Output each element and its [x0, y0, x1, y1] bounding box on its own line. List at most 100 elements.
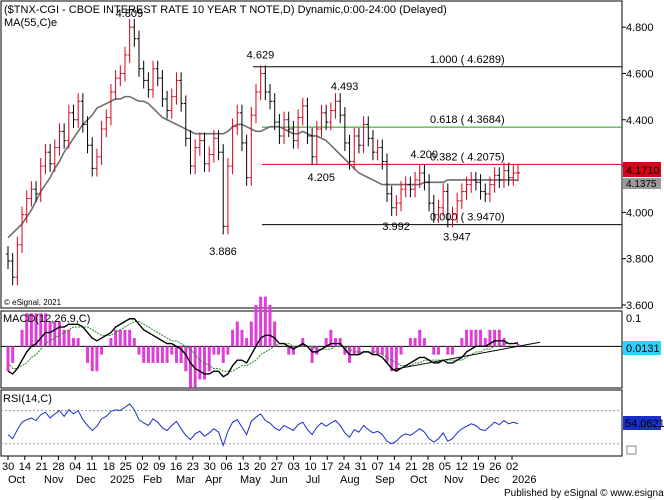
date-axis-month-label: Jul	[306, 474, 320, 486]
price-bar	[160, 69, 165, 108]
price-bar	[469, 171, 474, 193]
price-bar	[511, 164, 516, 186]
macd-value: 0.0131	[626, 343, 660, 355]
macd-value-badge	[623, 341, 661, 355]
price-bar	[501, 162, 506, 189]
price-bar	[300, 97, 305, 126]
price-bar-series	[6, 19, 520, 286]
price-bar	[399, 181, 404, 212]
chart-header: ($TNX-CGI - CBOE INTEREST RATE 10 YEAR T…	[4, 4, 447, 16]
price-bar	[352, 127, 357, 170]
date-axis-day-label: 30	[2, 461, 14, 473]
date-axis-day-label: 17	[321, 461, 333, 473]
date-axis-day-label: 02	[136, 461, 148, 473]
price-bar	[272, 93, 277, 131]
date-axis-day-label: 25	[120, 461, 132, 473]
price-bar	[389, 185, 394, 216]
price-bar	[464, 176, 469, 200]
date-axis-month-label: Mar	[176, 474, 195, 486]
swing-point-label: 4.200	[410, 149, 438, 161]
price-bar	[249, 107, 254, 186]
price-bar	[216, 130, 221, 161]
rsi-value-badge	[623, 416, 661, 430]
price-bar	[487, 176, 492, 202]
price-bar	[174, 72, 179, 105]
price-bar	[122, 46, 127, 82]
price-bar	[408, 176, 413, 198]
price-bar	[431, 195, 436, 223]
price-bar	[497, 167, 502, 189]
price-bar	[370, 130, 375, 161]
date-axis-day-label: 21	[36, 461, 48, 473]
price-bar	[104, 109, 109, 138]
price-bar	[277, 113, 282, 145]
swing-point-label: 3.992	[382, 221, 410, 233]
price-bar	[85, 116, 90, 154]
price-bar	[338, 93, 343, 124]
macd-panel-frame	[0, 310, 623, 389]
date-axis-day-label: 14	[388, 461, 400, 473]
date-axis-day-label: 06	[220, 461, 232, 473]
date-axis-day-label: 30	[204, 461, 216, 473]
date-axis-day-label: 21	[405, 461, 417, 473]
date-axis-month-label: Jun	[270, 474, 288, 486]
rsi-line	[7, 403, 519, 447]
date-axis-day-label: 27	[271, 461, 283, 473]
date-axis-day-label: 14	[19, 461, 31, 473]
price-bar	[450, 206, 455, 228]
price-bar	[24, 190, 29, 223]
date-axis-day-label: 24	[338, 461, 350, 473]
date-axis-month-label: Feb	[143, 474, 162, 486]
price-axis-tick-label: 4.600	[626, 68, 654, 80]
price-bar	[380, 139, 385, 170]
date-axis-day-label: 09	[153, 461, 165, 473]
price-bar	[127, 19, 132, 64]
date-axis-month-label: Dec	[480, 474, 500, 486]
date-axis-day-label: 19	[472, 461, 484, 473]
price-bar	[48, 144, 53, 172]
price-bar	[34, 181, 39, 202]
date-axis-month-label: Nov	[44, 474, 64, 486]
price-bar	[38, 157, 43, 202]
date-axis-day-label: 16	[170, 461, 182, 473]
price-bar	[492, 167, 497, 193]
current-price-value: 4.1710	[626, 165, 660, 177]
price-bar	[258, 65, 263, 101]
price-bar	[478, 174, 483, 200]
price-bar	[10, 252, 15, 286]
price-bar	[296, 109, 301, 149]
price-bar	[20, 206, 25, 253]
price-bar	[436, 199, 441, 223]
price-bar	[413, 171, 418, 198]
publisher-footer: Published by eSignal © www.esignal.com	[504, 488, 664, 499]
price-bar	[169, 88, 174, 119]
price-bar	[441, 183, 446, 216]
price-bar	[62, 123, 67, 149]
price-bar	[151, 60, 156, 98]
date-axis-month-label: Oct	[410, 474, 427, 486]
fibonacci-levels: 1.000 ( 4.6289) 0.618 ( 4.3684) 0.382 ( 4.…	[253, 54, 622, 226]
price-bar	[202, 132, 207, 172]
date-axis-month-label: Nov	[444, 474, 464, 486]
price-bar	[141, 60, 146, 89]
price-bar	[417, 164, 422, 189]
price-bar	[268, 83, 273, 110]
macd-trendline	[391, 341, 541, 371]
price-bar	[366, 116, 371, 147]
price-bar	[328, 102, 333, 131]
price-bar	[6, 245, 10, 270]
price-bar	[235, 104, 240, 135]
date-axis-day-label: 26	[489, 461, 501, 473]
swing-point-label: 4.809	[116, 8, 144, 20]
date-axis-month-label: Apr	[205, 474, 222, 486]
fib-level-label: 0.382 ( 4.2075)	[430, 151, 505, 163]
date-axis-day-label: 03	[288, 461, 300, 473]
date-axis-day-label: 20	[254, 461, 266, 473]
price-bar	[459, 183, 464, 209]
price-axis-tick-label: 4.000	[626, 207, 654, 219]
price-bar	[324, 104, 329, 131]
price-bar	[445, 183, 450, 228]
price-bar	[333, 93, 338, 119]
price-bar	[80, 93, 85, 133]
price-bar	[239, 104, 244, 152]
